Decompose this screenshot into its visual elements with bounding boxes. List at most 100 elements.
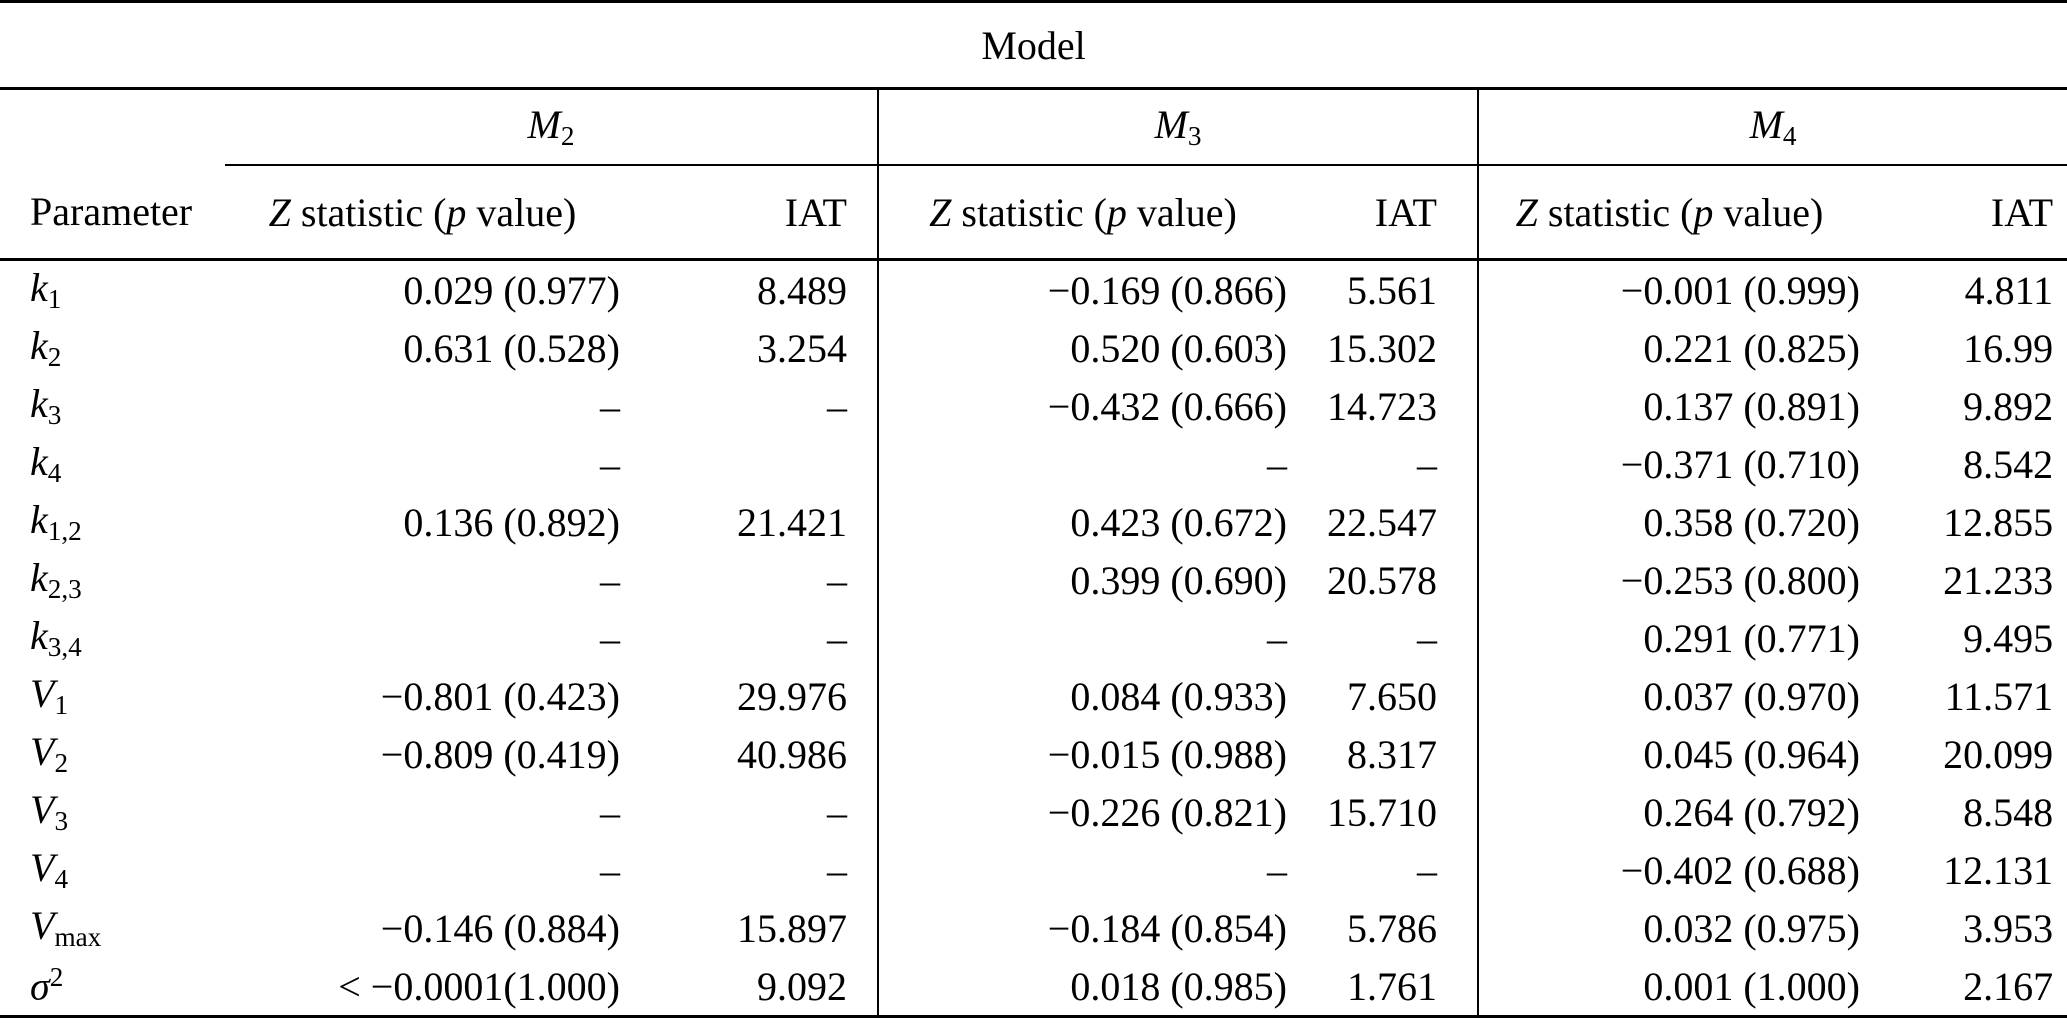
- value-cell: −0.226 (0.821): [877, 783, 1295, 841]
- parameter-cell: k2: [30, 323, 62, 373]
- value-cell: –: [827, 557, 847, 603]
- value-cell: 0.264 (0.792): [1477, 783, 1868, 841]
- value-cell: 11.571: [1944, 673, 2054, 719]
- m4-zstat-header: Z statistic (p value): [1477, 165, 1868, 261]
- parameter-cell: k4: [30, 439, 62, 489]
- value-cell: –: [1417, 615, 1437, 661]
- value-cell: 7.650: [1347, 673, 1437, 719]
- value-cell: 20.578: [1327, 557, 1437, 603]
- value-cell: 40.986: [737, 731, 847, 777]
- parameter-cell: ˆ V1: [30, 667, 69, 721]
- table-row: k3,4– – – –0.291 (0.771) 9.495: [0, 609, 2067, 667]
- value-cell: −0.184 (0.854): [877, 899, 1295, 957]
- model-header-spacer: [0, 89, 225, 166]
- value-cell: 12.131: [1943, 847, 2054, 893]
- model-header-row: M2 M3 M4: [0, 88, 2067, 166]
- value-cell: 15.302: [1327, 325, 1437, 371]
- value-cell: 0.029 (0.977): [403, 267, 620, 313]
- table-row: k1,2 0.136 (0.892) 21.421 0.423 (0.672) 22.5…: [0, 493, 2067, 551]
- parameter-cell: ˆ V3: [30, 783, 69, 837]
- table-row: Vmax −0.146 (0.884) 15.897 −0.184 (0.854) 5.…: [0, 899, 2067, 957]
- value-cell: −0.432 (0.666): [877, 377, 1295, 435]
- parameter-cell: ˆ V2: [30, 725, 69, 779]
- value-cell: 0.137 (0.891): [1477, 377, 1868, 435]
- value-cell: 0.399 (0.690): [877, 551, 1295, 609]
- value-cell: 15.710: [1327, 789, 1437, 835]
- parameter-cell: ˆ V4: [30, 841, 69, 895]
- value-cell: 1.761: [1347, 963, 1437, 1009]
- value-cell: 5.786: [1347, 905, 1437, 951]
- m4-iat-header: IAT: [1868, 165, 2067, 261]
- value-cell: 9.892: [1963, 383, 2054, 429]
- value-cell: 0.045 (0.964): [1477, 725, 1868, 783]
- m2-zstat-header: Z statistic (p value): [225, 165, 630, 261]
- value-cell: 0.221 (0.825): [1477, 319, 1868, 377]
- value-cell: −0.001 (0.999): [1477, 259, 1868, 319]
- value-cell: –: [600, 615, 620, 661]
- parameter-header: Parameter: [0, 165, 225, 261]
- m2-iat-header: IAT: [630, 165, 878, 261]
- value-cell: –: [1417, 441, 1437, 487]
- column-header-row: Parameter Z statistic (p value) IAT Z st…: [0, 165, 2067, 261]
- value-cell: −0.169 (0.866): [877, 259, 1295, 319]
- value-cell: 21.421: [737, 499, 847, 545]
- table-row: σ2 < −0.0001(1.000) 9.092 0.018 (0.985) 1.76…: [0, 957, 2067, 1017]
- value-cell: 0.018 (0.985): [877, 957, 1295, 1017]
- model-m4-header: M4: [1476, 88, 2067, 166]
- value-cell: 22.547: [1327, 499, 1437, 545]
- parameter-cell: Vmax: [30, 903, 102, 953]
- table-row: k2 0.631 (0.528) 3.254 0.520 (0.603) 15.302 0…: [0, 319, 2067, 377]
- value-cell: 0.037 (0.970): [1477, 667, 1868, 725]
- model-m3-header: M3: [877, 88, 1478, 166]
- value-cell: –: [827, 383, 847, 429]
- table-row: k2,3– –0.399 (0.690) 20.578 −0.253 (0.800) 2…: [0, 551, 2067, 609]
- value-cell: 3.953: [1963, 905, 2054, 951]
- value-cell: –: [827, 789, 847, 835]
- m3-iat-header: IAT: [1295, 165, 1478, 261]
- table-row: ˆ V3– – −0.226 (0.821) 15.710 0.264 (0.792) 8.…: [0, 783, 2067, 841]
- table-row: k4– – – −0.371 (0.710) 8.542: [0, 435, 2067, 493]
- value-cell: −0.015 (0.988): [877, 725, 1295, 783]
- value-cell: 0.032 (0.975): [1477, 899, 1868, 957]
- value-cell: 4.811: [1964, 267, 2054, 313]
- value-cell: –: [877, 435, 1295, 493]
- value-cell: 21.233: [1943, 557, 2054, 603]
- value-cell: –: [600, 441, 620, 487]
- value-cell: –: [600, 383, 620, 429]
- value-cell: –: [827, 847, 847, 893]
- parameter-cell: k2,3: [30, 555, 82, 605]
- value-cell: 2.167: [1963, 963, 2054, 1009]
- value-cell: –: [600, 789, 620, 835]
- value-cell: 3.254: [757, 325, 847, 371]
- m3-zstat-header: Z statistic (p value): [877, 165, 1295, 261]
- value-cell: [630, 435, 878, 493]
- model-m2-header: M2: [225, 88, 878, 166]
- value-cell: –: [1417, 847, 1437, 893]
- value-cell: –: [600, 557, 620, 603]
- value-cell: −0.146 (0.884): [380, 905, 620, 951]
- value-cell: 0.423 (0.672): [877, 493, 1295, 551]
- value-cell: −0.809 (0.419): [380, 731, 620, 777]
- value-cell: 0.520 (0.603): [877, 319, 1295, 377]
- value-cell: −0.253 (0.800): [1477, 551, 1868, 609]
- value-cell: –: [877, 609, 1295, 667]
- table-title-row: Model: [0, 1, 2067, 90]
- value-cell: −0.371 (0.710): [1477, 435, 1868, 493]
- value-cell: 0.136 (0.892): [403, 499, 620, 545]
- table-title: Model: [0, 1, 2067, 90]
- value-cell: < −0.0001(1.000): [338, 963, 620, 1009]
- value-cell: 8.542: [1963, 441, 2054, 487]
- value-cell: 9.092: [757, 963, 847, 1009]
- value-cell: −0.801 (0.423): [380, 673, 620, 719]
- value-cell: –: [827, 615, 847, 661]
- parameter-cell: k1,2: [30, 497, 82, 547]
- value-cell: 9.495: [1963, 615, 2054, 661]
- value-cell: 29.976: [737, 673, 847, 719]
- parameter-cell: k3: [30, 381, 62, 431]
- value-cell: −0.402 (0.688): [1477, 841, 1868, 899]
- table-row: ˆ V1 −0.801 (0.423) 29.976 0.084 (0.933) 7.65…: [0, 667, 2067, 725]
- parameter-cell: σ2: [30, 962, 64, 1009]
- value-cell: 0.631 (0.528): [403, 325, 620, 371]
